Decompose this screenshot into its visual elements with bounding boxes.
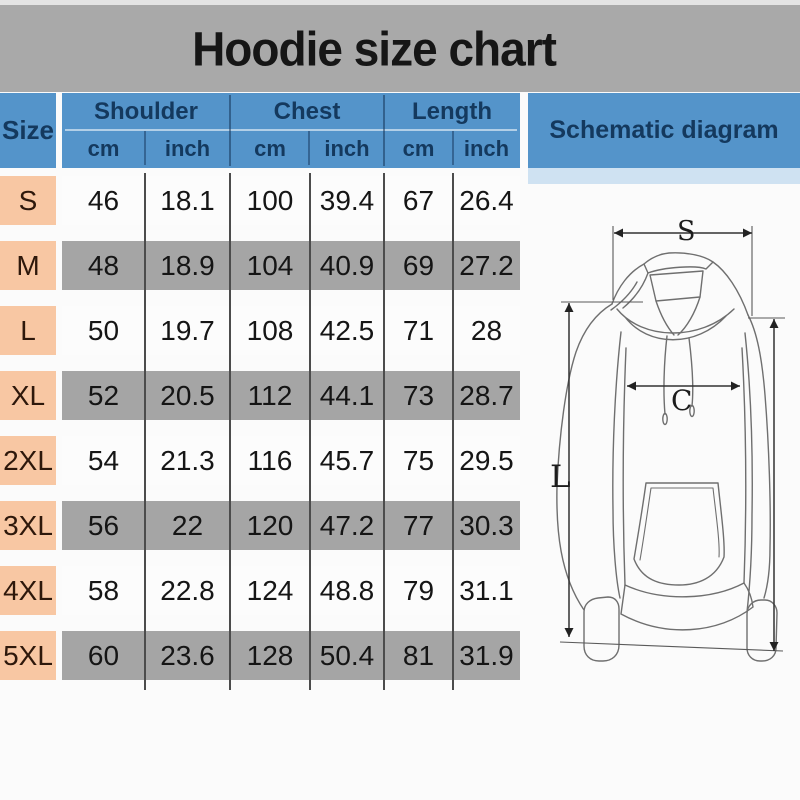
measurement-cell: 48 (87, 249, 120, 281)
unit-header: cm (402, 136, 435, 161)
measurement-cell: 48.8 (319, 574, 375, 606)
group-header-shoulder: Shoulder (93, 97, 198, 125)
measurement-cell: 40.9 (319, 249, 375, 281)
unit-header: cm (87, 136, 120, 161)
measurement-cell: 18.9 (160, 249, 215, 281)
chest-dimension-label: C (671, 384, 692, 417)
table-row: 50 19.7 108 42.5 71 28 (62, 306, 520, 355)
table-row: 46 18.1 100 39.4 67 26.4 (62, 176, 520, 225)
measurement-cell: 56 (87, 509, 120, 541)
header-group-divider (229, 95, 231, 166)
measurement-cell: 54 (87, 444, 120, 476)
measurement-cell: 30.3 (459, 509, 514, 541)
measurement-cell: 128 (246, 639, 294, 671)
title-band: Hoodie size chart (0, 5, 800, 92)
measurement-cell: 39.4 (319, 184, 375, 216)
measurement-cell: 81 (402, 639, 435, 671)
measurement-cell: 116 (247, 444, 293, 476)
table-row: 48 18.9 104 40.9 69 27.2 (62, 241, 520, 290)
measurement-cell: 104 (246, 249, 294, 281)
measurement-cell: 23.6 (160, 639, 215, 671)
schematic-header: Schematic diagram (528, 93, 800, 168)
measurement-cell: 22.8 (160, 574, 215, 606)
measurement-rows: 46 18.1 100 39.4 67 26.4 48 18.9 104 40.… (62, 176, 520, 680)
group-header-row: Shoulder Chest Length (62, 93, 520, 130)
table-row: 56 22 120 47.2 77 30.3 (62, 501, 520, 550)
measurement-cell: 50.4 (319, 639, 375, 671)
measurement-cell: 20.5 (160, 379, 215, 411)
measurement-cell: 31.9 (459, 639, 514, 671)
dimension-lines (568, 232, 775, 651)
measurement-cell: 46 (87, 184, 120, 216)
measurement-cell: 108 (246, 314, 294, 346)
header-group-divider (383, 95, 385, 166)
measurement-cell: 44.1 (319, 379, 375, 411)
group-header-length: Length (412, 97, 492, 125)
length-dimension-label: L (550, 459, 571, 495)
measurement-cell: 52 (87, 379, 120, 411)
header-horizontal-divider (65, 129, 517, 131)
measurement-cell: 124 (246, 574, 294, 606)
measurement-cell: 58 (87, 574, 120, 606)
size-cell: 4XL (0, 566, 56, 615)
measurement-cell: 71 (402, 314, 435, 346)
size-column-header: Size (0, 93, 56, 168)
table-row: 60 23.6 128 50.4 81 31.9 (62, 631, 520, 680)
measurement-cell: 28 (470, 314, 503, 346)
measurement-cell: 75 (402, 444, 435, 476)
size-cell: 2XL (0, 436, 56, 485)
shoulder-dimension-label: S (677, 216, 696, 247)
unit-header: inch (324, 136, 370, 161)
measurement-cell: 77 (402, 509, 435, 541)
measurement-cell: 100 (246, 184, 294, 216)
measurement-cell: 22 (171, 509, 204, 541)
dimension-extension-lines (559, 226, 785, 652)
measurement-cell: 50 (87, 314, 120, 346)
header-unit-divider (308, 131, 310, 165)
header-unit-divider (144, 131, 146, 165)
unit-header: cm (254, 136, 286, 161)
measurement-cell: 112 (247, 379, 293, 411)
hoodie-schematic: S C L (550, 216, 785, 662)
top-edge-strip (0, 0, 800, 5)
table-row: 52 20.5 112 44.1 73 28.7 (62, 371, 520, 420)
measurement-cell: 21.3 (160, 444, 215, 476)
measurement-header: Shoulder Chest Length cm inch cm inch cm… (62, 93, 520, 168)
size-column: S M L XL 2XL 3XL 4XL 5XL (0, 176, 56, 680)
size-cell: L (0, 306, 56, 355)
unit-header: inch (164, 136, 211, 161)
measurement-cell: 79 (402, 574, 435, 606)
measurement-cell: 28.7 (459, 379, 514, 411)
unit-header: inch (463, 136, 510, 161)
measurement-cell: 27.2 (459, 249, 514, 281)
size-cell: 5XL (0, 631, 56, 680)
schematic-header-underline (528, 168, 800, 184)
measurement-cell: 45.7 (319, 444, 375, 476)
header-unit-divider (452, 131, 454, 165)
group-header-chest: Chest (273, 97, 341, 125)
measurement-cell: 69 (402, 249, 435, 281)
measurement-cell: 19.7 (160, 314, 215, 346)
page-title: Hoodie size chart (192, 21, 557, 76)
measurement-cell: 31.1 (459, 574, 514, 606)
size-cell: M (0, 241, 56, 290)
size-cell: 3XL (0, 501, 56, 550)
dimension-arrowheads (564, 228, 779, 651)
table-row: 58 22.8 124 48.8 79 31.1 (62, 566, 520, 615)
measurement-cell: 73 (402, 379, 435, 411)
size-cell: XL (0, 371, 56, 420)
hoodie-outline (556, 252, 778, 662)
size-cell: S (0, 176, 56, 225)
measurement-cell: 42.5 (319, 314, 375, 346)
measurement-cell: 26.4 (459, 184, 514, 216)
measurement-cell: 60 (87, 639, 120, 671)
measurement-cell: 18.1 (160, 184, 215, 216)
measurement-cell: 47.2 (319, 509, 375, 541)
measurement-cell: 120 (246, 509, 294, 541)
measurement-cell: 29.5 (459, 444, 514, 476)
table-row: 54 21.3 116 45.7 75 29.5 (62, 436, 520, 485)
unit-header-row: cm inch cm inch cm inch (62, 130, 520, 168)
measurement-cell: 67 (402, 184, 435, 216)
